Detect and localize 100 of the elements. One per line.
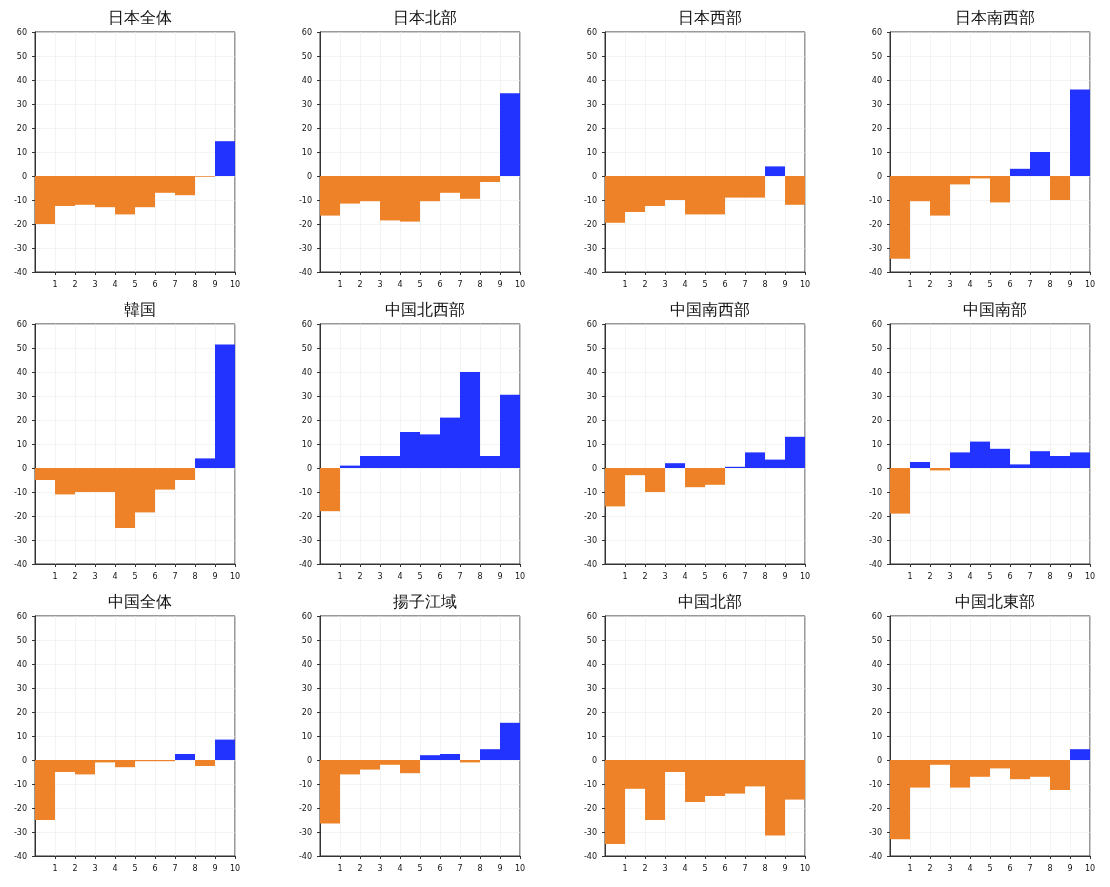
x-tick-label: 7 [742, 279, 748, 289]
x-tick-label: 6 [722, 571, 728, 581]
y-tick-label: -30 [868, 243, 882, 253]
y-tick-label: -10 [583, 779, 597, 789]
y-tick-label: -20 [583, 803, 597, 813]
y-tick-label: 30 [16, 391, 27, 401]
x-tick-label: 2 [927, 279, 933, 289]
y-tick-label: -10 [868, 487, 882, 497]
y-tick-label: 60 [871, 27, 882, 37]
x-tick-label: 1 [907, 863, 913, 873]
y-tick-label: -10 [13, 779, 27, 789]
y-tick-label: -20 [298, 803, 312, 813]
x-tick-label: 6 [152, 863, 158, 873]
y-tick-label: 20 [301, 415, 312, 425]
y-tick-label: -30 [583, 535, 597, 545]
x-tick-label: 4 [112, 279, 118, 289]
x-tick-label: 2 [357, 279, 363, 289]
y-tick-label: 40 [586, 75, 597, 85]
x-tick-label: 1 [337, 863, 343, 873]
y-tick-label: -10 [298, 195, 312, 205]
y-tick-label: 20 [586, 707, 597, 717]
y-tick-label: 40 [301, 75, 312, 85]
x-tick-label: 5 [132, 571, 138, 581]
y-tick-label: 50 [871, 51, 882, 61]
y-tick-label: 20 [871, 123, 882, 133]
x-tick-label: 8 [192, 571, 198, 581]
y-tick-label: -20 [13, 511, 27, 521]
y-tick-label: -30 [583, 827, 597, 837]
y-tick-label: -20 [13, 803, 27, 813]
x-tick-label: 4 [682, 279, 688, 289]
x-tick-label: 8 [477, 279, 483, 289]
x-tick-label: 7 [1027, 571, 1033, 581]
x-tick-label: 1 [622, 571, 628, 581]
x-tick-label: 10 [229, 279, 241, 289]
y-tick-label: 30 [301, 391, 312, 401]
y-tick-label: 60 [586, 319, 597, 329]
y-tick-label: 10 [871, 731, 882, 741]
x-tick-label: 6 [152, 571, 158, 581]
y-tick-label: -20 [868, 803, 882, 813]
x-tick-label: 3 [947, 863, 953, 873]
y-tick-label: 50 [586, 51, 597, 61]
x-tick-label: 2 [357, 571, 363, 581]
y-tick-label: -20 [868, 219, 882, 229]
x-tick-label: 6 [152, 279, 158, 289]
y-tick-label: -10 [298, 779, 312, 789]
y-tick-label: -10 [868, 779, 882, 789]
y-tick-label: -40 [298, 851, 312, 861]
y-tick-label: 60 [301, 27, 312, 37]
x-tick-label: 9 [212, 279, 218, 289]
y-tick-label: -40 [868, 559, 882, 569]
y-tick-label: 30 [586, 391, 597, 401]
x-tick-label: 5 [702, 571, 708, 581]
x-tick-label: 3 [92, 279, 98, 289]
y-tick-label: 30 [301, 683, 312, 693]
y-tick-label: 50 [871, 635, 882, 645]
x-tick-label: 1 [907, 571, 913, 581]
x-tick-label: 1 [622, 863, 628, 873]
y-tick-label: 40 [871, 367, 882, 377]
x-tick-label: 1 [337, 279, 343, 289]
x-tick-label: 2 [642, 571, 648, 581]
y-tick-label: 60 [586, 27, 597, 37]
y-tick-label: 20 [301, 707, 312, 717]
y-tick-label: 50 [16, 51, 27, 61]
y-tick-label: -40 [583, 559, 597, 569]
chart-title: 中国南西部 [670, 299, 750, 319]
x-tick-label: 4 [112, 571, 118, 581]
y-tick-label: 60 [16, 27, 27, 37]
y-tick-label: 0 [21, 171, 27, 181]
x-tick-label: 4 [682, 863, 688, 873]
y-tick-label: -30 [298, 535, 312, 545]
y-tick-label: 60 [871, 611, 882, 621]
y-tick-label: 0 [591, 171, 597, 181]
x-tick-label: 9 [782, 571, 788, 581]
x-tick-label: 10 [799, 863, 811, 873]
x-tick-label: 9 [1067, 571, 1073, 581]
y-tick-label: -30 [868, 827, 882, 837]
y-tick-label: -10 [13, 195, 27, 205]
x-tick-label: 9 [782, 863, 788, 873]
x-tick-label: 4 [967, 279, 973, 289]
x-tick-label: 6 [437, 279, 443, 289]
x-tick-label: 7 [172, 571, 178, 581]
x-tick-label: 10 [1084, 863, 1096, 873]
y-tick-label: 60 [301, 611, 312, 621]
x-tick-label: 2 [72, 279, 78, 289]
x-tick-label: 6 [1007, 279, 1013, 289]
x-tick-label: 9 [212, 571, 218, 581]
x-tick-label: 5 [132, 863, 138, 873]
y-tick-label: 40 [301, 659, 312, 669]
x-tick-label: 6 [722, 863, 728, 873]
x-tick-label: 3 [92, 571, 98, 581]
x-tick-label: 5 [417, 571, 423, 581]
x-tick-label: 3 [662, 279, 668, 289]
y-tick-label: 30 [871, 99, 882, 109]
y-tick-label: -20 [298, 219, 312, 229]
x-tick-label: 10 [799, 279, 811, 289]
chart-title: 韓国 [124, 299, 156, 319]
x-tick-label: 2 [72, 863, 78, 873]
x-tick-label: 8 [192, 863, 198, 873]
y-tick-label: -20 [298, 511, 312, 521]
x-tick-label: 7 [1027, 279, 1033, 289]
